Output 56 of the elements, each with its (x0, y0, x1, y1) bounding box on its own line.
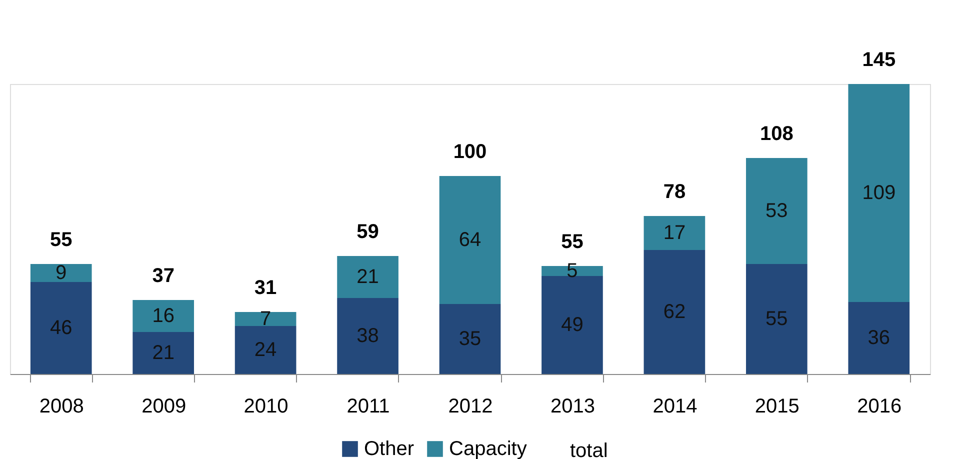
total-label: 31 (254, 277, 277, 299)
total-label: 55 (561, 231, 584, 253)
data-label: 35 (458, 328, 482, 350)
data-label: 16 (152, 305, 174, 327)
total-label: 108 (760, 123, 794, 145)
data-label: 64 (458, 229, 482, 251)
x-tick-label: 2015 (754, 396, 800, 418)
data-label: 5 (566, 260, 578, 282)
data-label: 38 (356, 325, 379, 347)
bar (337, 298, 398, 374)
bar (337, 256, 398, 298)
bar (439, 304, 501, 374)
bar (542, 276, 603, 374)
bar (234, 326, 296, 374)
data-label: 53 (766, 200, 788, 222)
bar (439, 176, 501, 304)
data-label: 36 (868, 327, 890, 349)
data-label: 55 (766, 308, 788, 330)
total-label: 145 (862, 49, 896, 71)
data-label: 21 (356, 266, 379, 288)
legend-label: Other (364, 438, 414, 459)
bar (746, 264, 808, 374)
x-tick-label: 2014 (652, 396, 698, 418)
x-tick-label: 2010 (244, 396, 288, 418)
x-tick-label: 2013 (550, 396, 595, 418)
total-label: 78 (663, 181, 686, 203)
bar (644, 250, 706, 374)
data-label: 24 (254, 339, 277, 361)
total-label: 55 (50, 229, 72, 251)
bar (848, 84, 910, 302)
x-tick-label: 2008 (39, 396, 84, 418)
bar (132, 300, 194, 332)
bar (30, 282, 92, 374)
data-label: 17 (663, 222, 686, 244)
bar (746, 158, 808, 264)
x-tick-label: 2012 (448, 396, 493, 418)
data-label: 21 (152, 342, 174, 364)
bar (848, 302, 910, 374)
bar (30, 264, 92, 282)
bar (132, 332, 194, 374)
bar (234, 312, 296, 326)
text: total (570, 440, 608, 459)
legend-label: Capacity (449, 438, 527, 459)
x-tick-label: 2009 (142, 396, 186, 418)
data-label: 9 (56, 262, 67, 284)
bar (644, 216, 706, 250)
data-label: 49 (561, 314, 584, 336)
total-label: 37 (152, 265, 174, 287)
total-label: 59 (356, 221, 379, 243)
x-tick-label: 2011 (346, 396, 390, 418)
total-label: 100 (453, 141, 487, 163)
data-label: 109 (862, 182, 896, 204)
data-label: 62 (663, 301, 686, 323)
data-label: 46 (50, 317, 72, 339)
data-label: 7 (260, 308, 272, 330)
x-tick-label: 2016 (857, 396, 902, 418)
